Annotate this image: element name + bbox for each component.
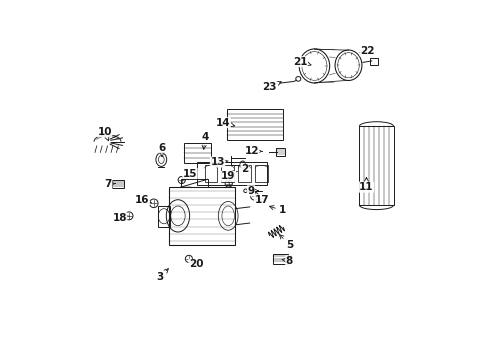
Text: 6: 6 [158,143,165,157]
Text: 8: 8 [282,256,292,266]
Bar [196,162,266,185]
Text: 9: 9 [247,186,258,196]
Bar [158,206,169,226]
Text: 18: 18 [112,213,128,222]
Bar [221,165,233,182]
Bar [272,254,287,264]
Text: 21: 21 [292,57,310,67]
Bar [359,126,393,205]
Text: 10: 10 [97,127,112,141]
Bar [180,179,207,187]
Bar [169,187,235,244]
Text: 2: 2 [230,164,247,174]
Text: 7: 7 [104,179,115,189]
Text: 4: 4 [201,132,208,149]
Text: 22: 22 [359,46,374,56]
Text: 12: 12 [244,146,262,156]
Text: 1: 1 [269,206,285,216]
Bar [275,148,284,156]
Text: 5: 5 [279,235,292,249]
Bar [227,109,283,140]
Bar [255,165,267,182]
Text: 3: 3 [156,269,168,282]
Bar [369,58,377,65]
Text: 19: 19 [221,171,235,183]
Text: 20: 20 [188,259,203,269]
Text: 23: 23 [262,81,281,92]
Text: 13: 13 [210,157,228,167]
Bar [112,180,123,188]
Bar [238,165,250,182]
Bar [204,165,217,182]
Text: 15: 15 [183,168,197,179]
Bar [184,143,211,163]
Text: 17: 17 [254,195,268,205]
Text: 11: 11 [359,177,373,192]
Text: 14: 14 [215,118,234,128]
Text: 16: 16 [135,195,151,205]
